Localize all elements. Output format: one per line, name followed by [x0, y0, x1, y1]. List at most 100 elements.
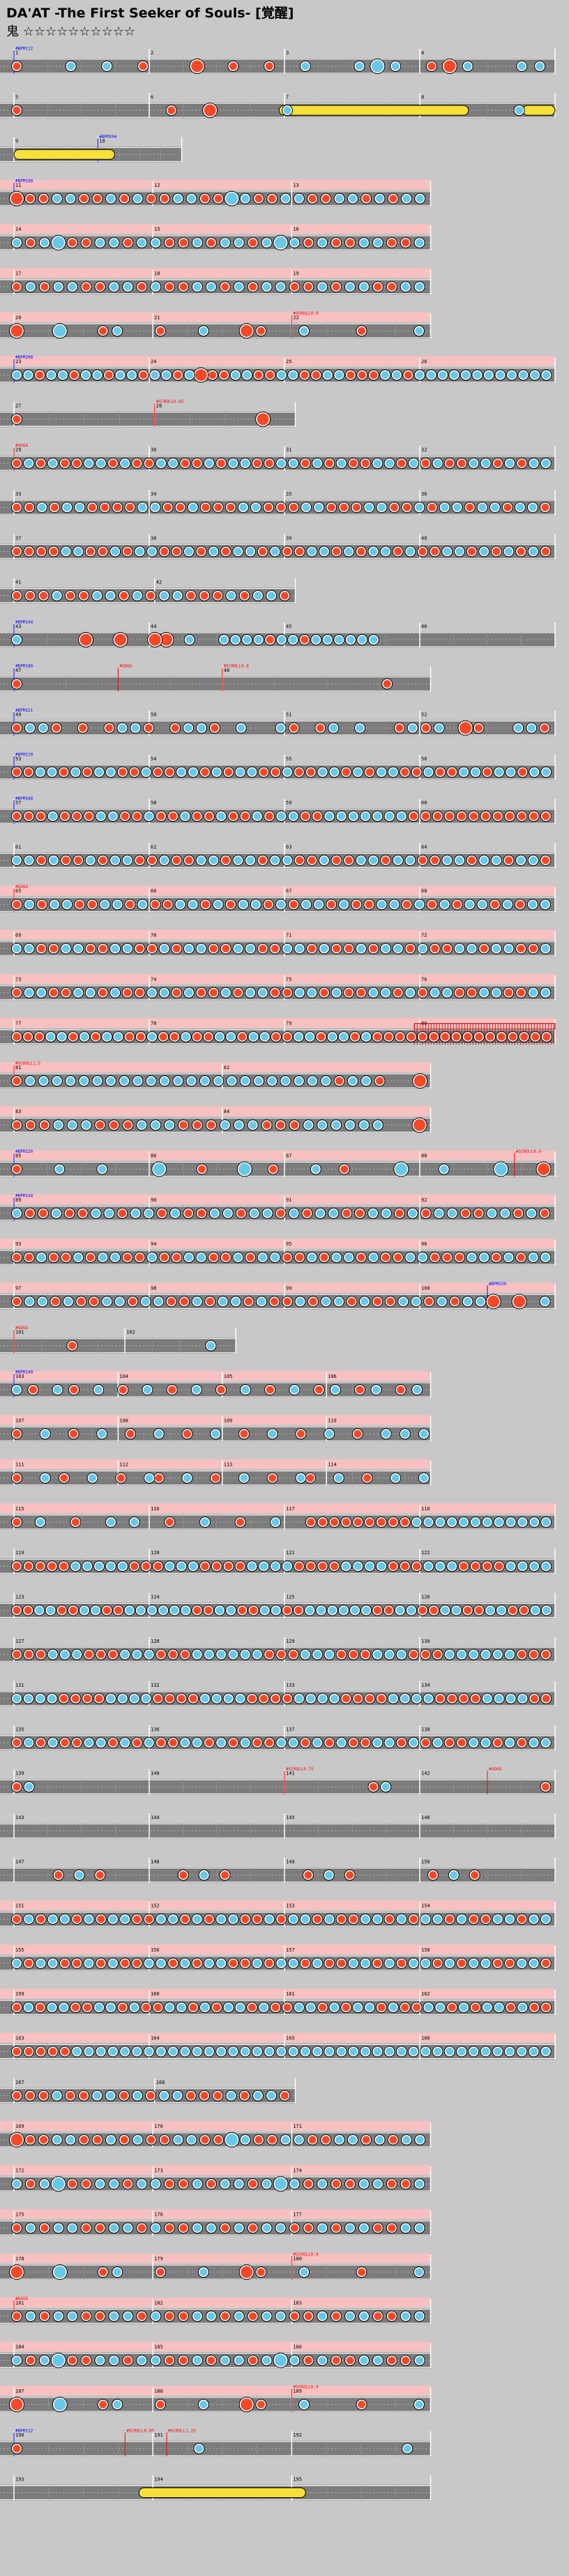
ka-note	[62, 547, 70, 555]
ka-note	[37, 1253, 45, 1262]
don-note	[36, 1738, 45, 1747]
measure-number: 7	[286, 94, 289, 100]
ka-note	[111, 547, 119, 555]
don-note	[77, 1297, 85, 1305]
ka-note	[250, 1033, 257, 1041]
don-note	[39, 592, 47, 600]
don-note	[211, 1474, 220, 1482]
don-note	[296, 547, 304, 555]
ka-note	[394, 856, 402, 864]
ka-note	[217, 1915, 225, 1924]
ka-note	[93, 1077, 102, 1085]
don-note	[265, 1738, 273, 1747]
don-note	[13, 900, 21, 909]
ka-note	[142, 1297, 150, 1305]
ka-note	[413, 1386, 421, 1394]
measure-number: 118	[421, 1506, 430, 1512]
ka-note	[365, 503, 373, 512]
don-note	[193, 812, 202, 820]
ka-note	[174, 1077, 182, 1085]
ka-note	[497, 1607, 506, 1614]
event-marker: #BPM204	[99, 135, 117, 139]
ka-note	[531, 1607, 540, 1614]
don-note	[346, 238, 354, 247]
don-note	[181, 1915, 189, 1924]
don-note	[402, 238, 410, 247]
measure-number: 36	[421, 491, 427, 497]
ka-note	[232, 1297, 240, 1305]
don-note	[132, 1915, 141, 1924]
ka-note	[395, 1163, 407, 1175]
measure-number: 14	[15, 227, 21, 232]
ka-note	[542, 1915, 550, 1924]
don-note	[517, 988, 525, 997]
don-note	[193, 459, 202, 468]
ka-note	[344, 1253, 353, 1262]
ka-note	[159, 1607, 167, 1614]
gogo-band	[0, 930, 555, 940]
don-note	[13, 283, 21, 291]
event-marker: #BPM180	[15, 664, 33, 669]
don-note	[508, 1033, 517, 1041]
don-note	[446, 1738, 454, 1747]
ka-note	[239, 900, 248, 909]
ka-note	[206, 1342, 215, 1350]
measure-number: 13	[293, 183, 298, 188]
ka-note	[541, 1297, 549, 1305]
don-note	[344, 856, 353, 864]
ka-note	[165, 1121, 174, 1129]
ka-note	[369, 547, 377, 555]
ka-note	[464, 62, 472, 70]
don-note	[271, 1694, 280, 1703]
don-note	[354, 1429, 362, 1438]
don-note	[164, 503, 172, 512]
measure-number: 95	[286, 1241, 291, 1247]
measure-number: 39	[286, 535, 291, 541]
don-note	[83, 768, 91, 776]
measure-number: 47	[15, 668, 21, 673]
don-note	[98, 547, 107, 555]
don-note	[443, 60, 456, 72]
don-note	[171, 724, 179, 732]
don-note	[492, 547, 501, 555]
don-note	[128, 1297, 137, 1305]
event-marker: #BPM220	[15, 1149, 33, 1154]
don-note	[265, 1650, 273, 1659]
event-marker: #BPM240	[15, 1370, 33, 1375]
ka-note	[289, 1738, 298, 1747]
ka-note	[151, 371, 159, 379]
don-note	[13, 768, 21, 776]
note-lane	[0, 1337, 236, 1354]
measure-number: 101	[15, 1330, 24, 1335]
don-note	[268, 194, 276, 203]
don-note	[427, 62, 436, 70]
don-note	[126, 1429, 135, 1438]
don-note	[205, 1915, 213, 1924]
drumroll-bar	[522, 105, 556, 116]
ka-note	[246, 944, 255, 953]
ka-note	[361, 1915, 370, 1924]
don-note	[172, 1253, 181, 1262]
ka-note	[495, 1694, 503, 1703]
measure-number: 138	[421, 1726, 430, 1732]
don-note	[349, 1738, 358, 1747]
chart-row: 29 30 31 32#GOGO	[0, 443, 556, 471]
ka-note	[289, 812, 298, 820]
don-note	[301, 459, 310, 468]
don-note	[183, 1429, 191, 1438]
ka-note	[362, 1033, 370, 1041]
ka-note	[354, 1562, 362, 1570]
ka-note	[123, 283, 132, 291]
ka-note	[393, 371, 401, 379]
don-note	[214, 503, 222, 512]
ka-note	[199, 327, 208, 335]
don-note	[389, 1518, 397, 1526]
ka-note	[308, 547, 316, 555]
ka-note	[107, 1077, 115, 1085]
don-note	[316, 724, 324, 732]
measure-number: 146	[421, 1815, 430, 1820]
don-note	[320, 1253, 328, 1262]
measure-number: 115	[15, 1506, 24, 1512]
ka-note	[148, 1607, 156, 1614]
ka-note	[328, 1607, 337, 1614]
